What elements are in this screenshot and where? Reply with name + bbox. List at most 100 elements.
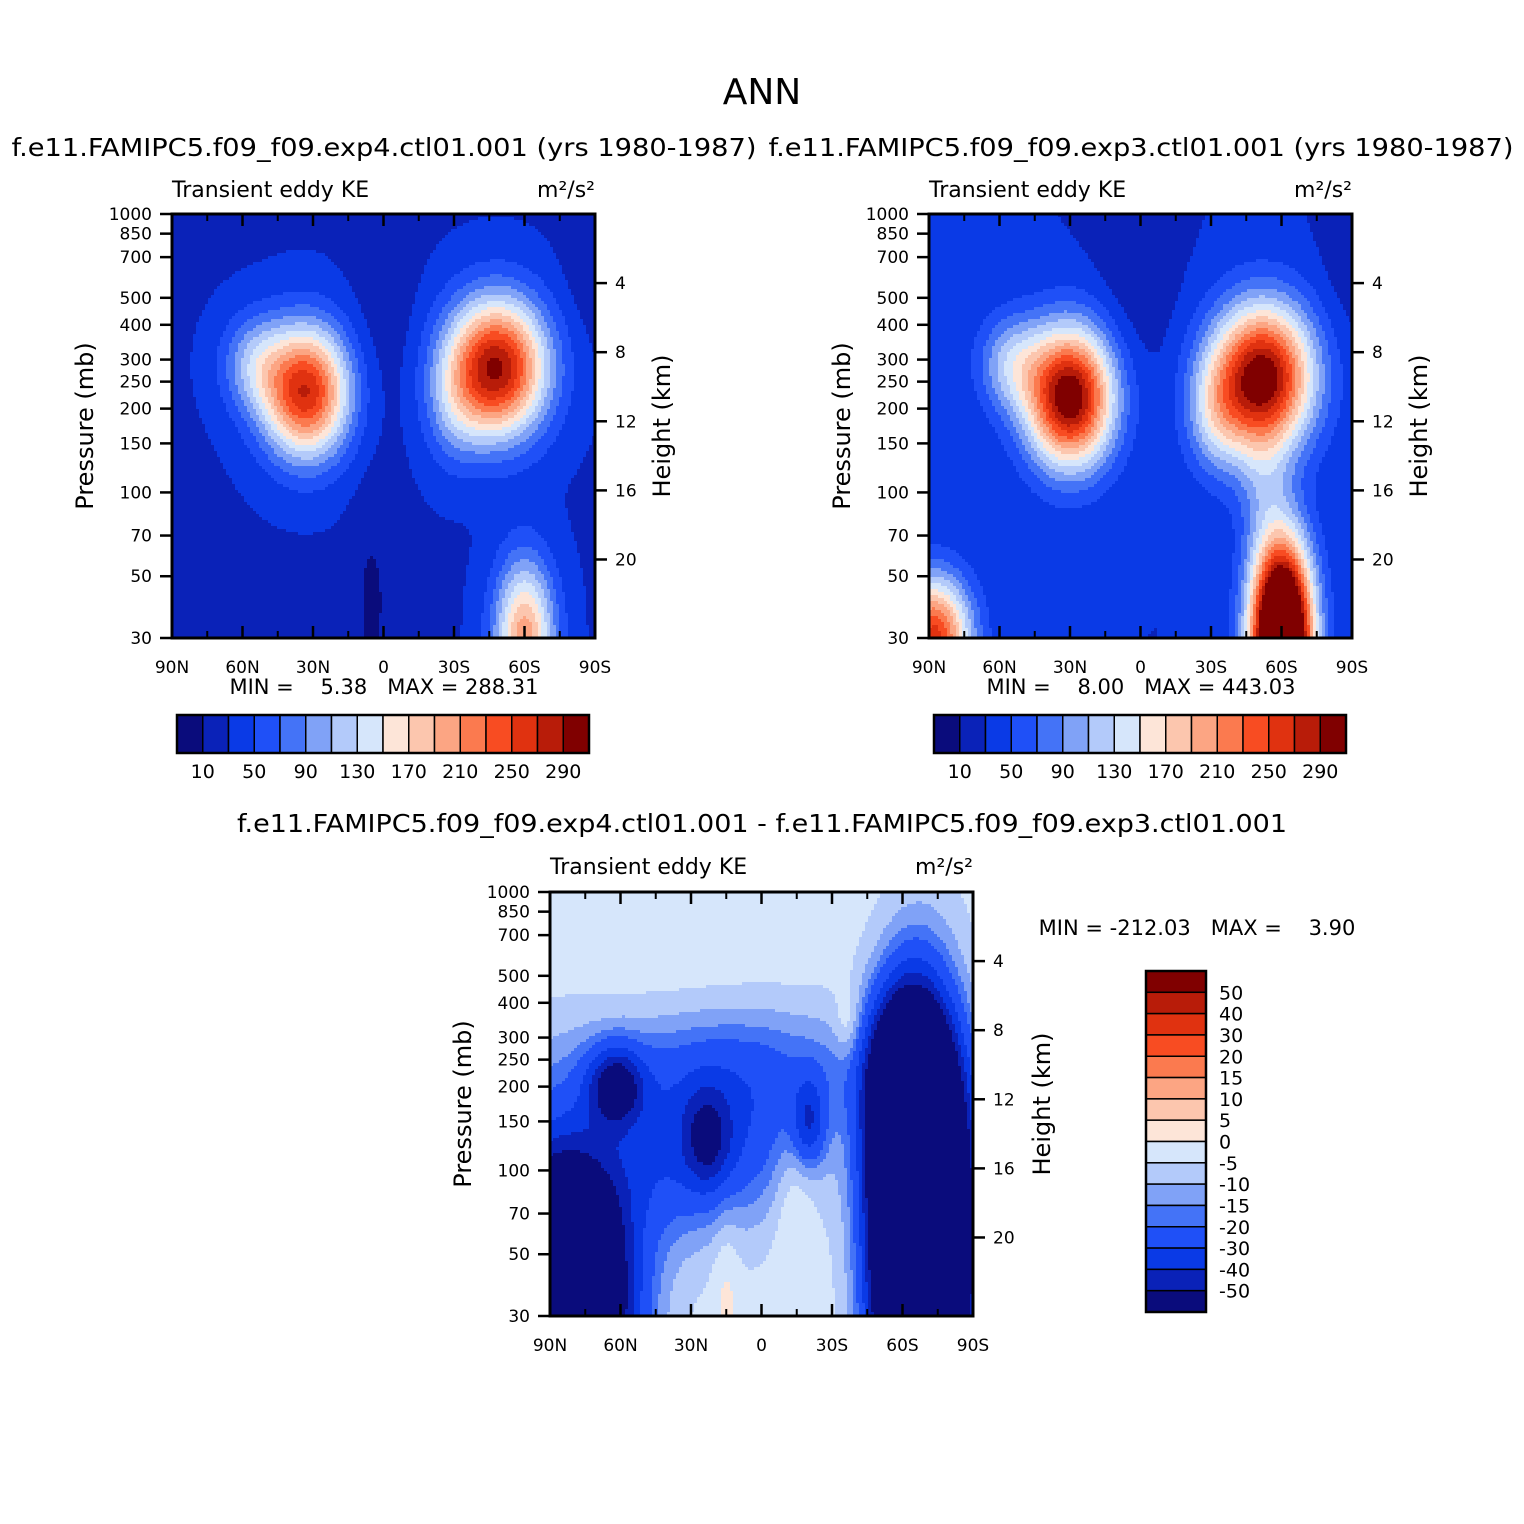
field-cell bbox=[565, 496, 595, 500]
field-cell bbox=[259, 430, 269, 434]
field-cell bbox=[376, 448, 407, 452]
field-cell bbox=[1208, 397, 1215, 401]
field-cell bbox=[1112, 292, 1179, 296]
field-cell bbox=[457, 364, 461, 368]
field-cell bbox=[484, 598, 494, 602]
field-cell bbox=[286, 352, 317, 356]
field-cell bbox=[172, 586, 365, 590]
field-cell bbox=[250, 397, 257, 401]
field-cell bbox=[1124, 364, 1134, 368]
field-cell bbox=[556, 559, 581, 563]
field-cell bbox=[1283, 262, 1323, 266]
field-cell bbox=[340, 424, 344, 428]
field-cell bbox=[526, 352, 530, 356]
field-cell bbox=[481, 619, 491, 623]
field-cell bbox=[544, 349, 551, 353]
field-cell bbox=[1085, 370, 1092, 374]
field-cell bbox=[274, 478, 338, 482]
field-cell bbox=[544, 433, 560, 437]
field-cell bbox=[511, 607, 518, 611]
field-cell bbox=[1229, 310, 1239, 314]
field-cell bbox=[1298, 361, 1305, 365]
field-cell bbox=[1073, 355, 1086, 359]
field-cell bbox=[220, 388, 230, 392]
field-cell bbox=[1226, 340, 1233, 344]
field-cell bbox=[1316, 355, 1323, 359]
field-cell bbox=[358, 418, 368, 422]
field-cell bbox=[1310, 301, 1323, 305]
field-cell bbox=[475, 319, 491, 323]
field-cell bbox=[1100, 394, 1104, 398]
field-cell bbox=[1184, 418, 1191, 422]
field-cell bbox=[1232, 307, 1245, 311]
field-cell bbox=[172, 487, 236, 491]
field-cell bbox=[1208, 406, 1215, 410]
field-cell bbox=[1295, 415, 1302, 419]
field-cell bbox=[448, 397, 455, 401]
field-cell bbox=[502, 568, 512, 572]
field-cell bbox=[532, 595, 539, 599]
field-cell bbox=[457, 334, 464, 338]
field-cell bbox=[580, 316, 595, 320]
field-cell bbox=[1040, 433, 1047, 437]
field-cell bbox=[328, 403, 332, 407]
field-cell bbox=[526, 322, 533, 326]
field-cell bbox=[1307, 415, 1314, 419]
field-cell bbox=[1007, 355, 1017, 359]
field-cell bbox=[1187, 268, 1233, 272]
field-cell bbox=[268, 337, 290, 341]
field-cell bbox=[1301, 427, 1308, 431]
field-cell bbox=[403, 361, 419, 365]
field-cell bbox=[172, 436, 209, 440]
field-cell bbox=[466, 526, 518, 530]
field-cell bbox=[421, 334, 431, 338]
field-cell bbox=[334, 301, 359, 305]
field-cell bbox=[1307, 328, 1317, 332]
field-cell bbox=[1295, 391, 1299, 395]
field-cell bbox=[244, 322, 263, 326]
field-cell bbox=[223, 397, 233, 401]
field-cell bbox=[1202, 355, 1209, 359]
field-cell bbox=[1010, 433, 1020, 437]
field-cell bbox=[262, 517, 341, 521]
field-cell bbox=[1121, 355, 1131, 359]
field-cell bbox=[1193, 250, 1320, 254]
field-cell bbox=[364, 604, 383, 608]
field-cell bbox=[550, 616, 554, 620]
field-cell bbox=[1139, 421, 1176, 425]
field-cell bbox=[986, 340, 996, 344]
field-cell bbox=[442, 388, 446, 392]
field-cell bbox=[550, 400, 560, 404]
field-cell bbox=[529, 604, 539, 608]
field-cell bbox=[1211, 307, 1224, 311]
field-cell bbox=[451, 322, 458, 326]
field-cell bbox=[469, 334, 476, 338]
field-cell bbox=[367, 325, 410, 329]
field-cell bbox=[929, 412, 987, 416]
field-cell bbox=[1139, 406, 1176, 410]
field-cell bbox=[247, 373, 257, 377]
field-cell bbox=[253, 418, 260, 422]
field-cell bbox=[379, 580, 467, 584]
field-cell bbox=[929, 289, 1044, 293]
field-cell bbox=[316, 403, 323, 407]
field-cell bbox=[1340, 355, 1352, 359]
field-cell bbox=[172, 322, 197, 326]
field-cell bbox=[574, 295, 595, 299]
field-cell bbox=[502, 598, 509, 602]
field-cell bbox=[172, 625, 365, 629]
field-cell bbox=[244, 403, 254, 407]
field-cell bbox=[436, 385, 443, 389]
field-cell bbox=[454, 382, 461, 386]
field-cell bbox=[487, 340, 506, 344]
field-cell bbox=[1085, 430, 1092, 434]
field-cell bbox=[1127, 379, 1137, 383]
field-cell bbox=[439, 400, 443, 404]
field-cell bbox=[511, 361, 518, 365]
field-cell bbox=[490, 313, 503, 317]
field-cell bbox=[1313, 364, 1320, 368]
field-cell bbox=[929, 340, 975, 344]
field-cell bbox=[1103, 403, 1107, 407]
field-cell bbox=[292, 454, 320, 458]
field-cell bbox=[1034, 403, 1038, 407]
